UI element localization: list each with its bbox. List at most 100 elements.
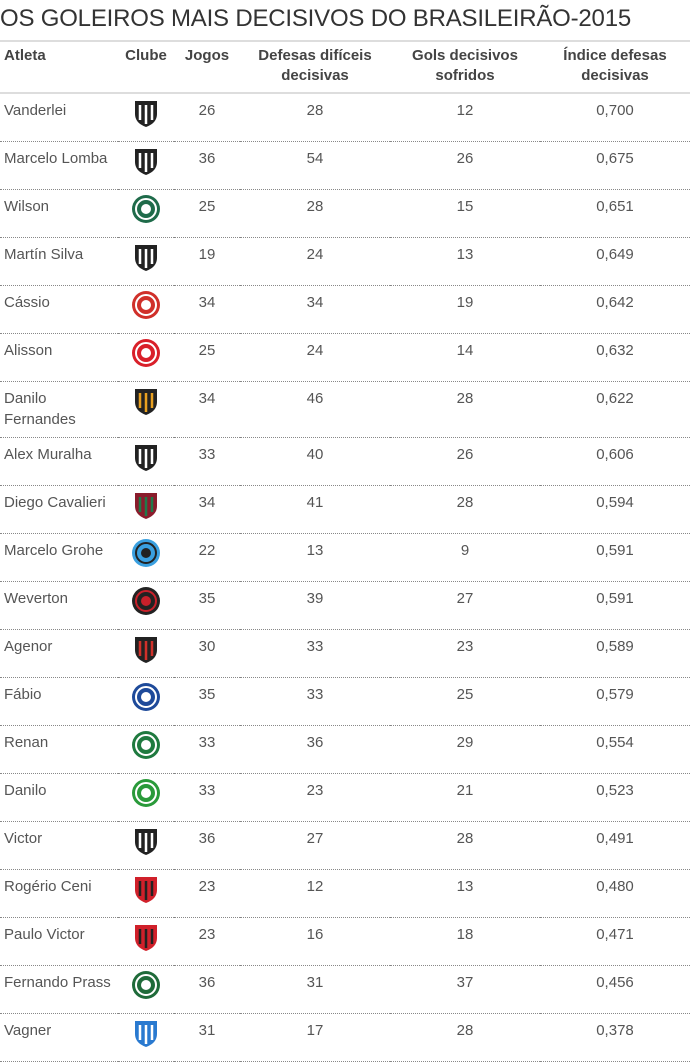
defesas-cell: 40: [240, 437, 390, 486]
table-row: Alisson 25 24 14 0,632: [0, 333, 690, 382]
clube-cell: [118, 533, 174, 582]
defesas-cell: 27: [240, 821, 390, 870]
atleta-cell: Alisson: [0, 333, 118, 382]
table-row: Cássio 34 34 19 0,642: [0, 285, 690, 334]
table-row: Alex Muralha 33 40 26 0,606: [0, 437, 690, 486]
gols-cell: 28: [390, 1013, 540, 1062]
ponte-preta-crest-icon: [131, 146, 161, 176]
table-row: Marcelo Lomba 36 54 26 0,675: [0, 141, 690, 190]
defesas-cell: 34: [240, 285, 390, 334]
gremio-crest-icon: [131, 538, 161, 568]
gols-cell: 21: [390, 773, 540, 822]
defesas-cell: 12: [240, 869, 390, 918]
gols-cell: 28: [390, 381, 540, 438]
clube-cell: [118, 93, 174, 142]
cruzeiro-crest-icon: [131, 682, 161, 712]
clube-cell: [118, 725, 174, 774]
clube-cell: [118, 141, 174, 190]
atleta-cell: Danilo: [0, 773, 118, 822]
table-row: Paulo Victor 23 16 18 0,471: [0, 917, 690, 966]
clube-cell: [118, 437, 174, 486]
figueirense-crest-icon: [131, 442, 161, 472]
page-title: OS GOLEIROS MAIS DECISIVOS DO BRASILEIRÃ…: [0, 5, 631, 32]
table-row: Fernando Prass 36 31 37 0,456: [0, 965, 690, 1014]
atleta-cell: Fábio: [0, 677, 118, 726]
gols-cell: 9: [390, 533, 540, 582]
jogos-cell: 34: [174, 285, 240, 334]
atleta-cell: Vanderlei: [0, 93, 118, 142]
indice-cell: 0,594: [540, 485, 690, 534]
indice-cell: 0,700: [540, 93, 690, 142]
clube-cell: [118, 189, 174, 238]
clube-cell: [118, 485, 174, 534]
table-row: Rogério Ceni 23 12 13 0,480: [0, 869, 690, 918]
atleta-cell: Weverton: [0, 581, 118, 630]
santos-crest-icon: [131, 98, 161, 128]
gols-cell: 13: [390, 237, 540, 286]
indice-cell: 0,491: [540, 821, 690, 870]
defesas-cell: 23: [240, 773, 390, 822]
indice-cell: 0,651: [540, 189, 690, 238]
table-row: Agenor 30 33 23 0,589: [0, 629, 690, 678]
table-row: Danilo 33 23 21 0,523: [0, 773, 690, 822]
table-row: Fábio 35 33 25 0,579: [0, 677, 690, 726]
jogos-cell: 35: [174, 677, 240, 726]
indice-cell: 0,456: [540, 965, 690, 1014]
header-clube: Clube: [118, 40, 174, 94]
atleta-cell: Rogério Ceni: [0, 869, 118, 918]
table-row: Wilson 25 28 15 0,651: [0, 189, 690, 238]
gols-cell: 26: [390, 437, 540, 486]
indice-cell: 0,554: [540, 725, 690, 774]
defesas-cell: 36: [240, 725, 390, 774]
defesas-cell: 24: [240, 237, 390, 286]
jogos-cell: 26: [174, 93, 240, 142]
flamengo-crest-icon: [131, 922, 161, 952]
atleta-cell: Cássio: [0, 285, 118, 334]
table-row: Martín Silva 19 24 13 0,649: [0, 237, 690, 286]
jogos-cell: 23: [174, 917, 240, 966]
jogos-cell: 23: [174, 869, 240, 918]
atleta-cell: Fernando Prass: [0, 965, 118, 1014]
atleta-cell: Alex Muralha: [0, 437, 118, 486]
atleta-cell: Renan: [0, 725, 118, 774]
table-row: Diego Cavalieri 34 41 28 0,594: [0, 485, 690, 534]
table-row: Victor 36 27 28 0,491: [0, 821, 690, 870]
jogos-cell: 22: [174, 533, 240, 582]
defesas-cell: 31: [240, 965, 390, 1014]
gols-cell: 28: [390, 821, 540, 870]
table-row: Weverton 35 39 27 0,591: [0, 581, 690, 630]
jogos-cell: 19: [174, 237, 240, 286]
table-row: Marcelo Grohe 22 13 9 0,591: [0, 533, 690, 582]
indice-cell: 0,480: [540, 869, 690, 918]
clube-cell: [118, 821, 174, 870]
gols-cell: 12: [390, 93, 540, 142]
atleta-cell: Victor: [0, 821, 118, 870]
indice-cell: 0,642: [540, 285, 690, 334]
gols-cell: 29: [390, 725, 540, 774]
jogos-cell: 36: [174, 965, 240, 1014]
sao-paulo-crest-icon: [131, 874, 161, 904]
clube-cell: [118, 381, 174, 438]
indice-cell: 0,523: [540, 773, 690, 822]
header-row: Atleta Clube Jogos Defesas difíceis deci…: [0, 40, 690, 94]
jogos-cell: 33: [174, 773, 240, 822]
vasco-crest-icon: [131, 242, 161, 272]
indice-cell: 0,649: [540, 237, 690, 286]
clube-cell: [118, 677, 174, 726]
gols-cell: 14: [390, 333, 540, 382]
jogos-cell: 25: [174, 333, 240, 382]
goias-crest-icon: [131, 730, 161, 760]
defesas-cell: 33: [240, 629, 390, 678]
header-defesas: Defesas difíceis decisivas: [240, 40, 390, 94]
clube-cell: [118, 629, 174, 678]
indice-cell: 0,589: [540, 629, 690, 678]
defesas-cell: 16: [240, 917, 390, 966]
indice-cell: 0,591: [540, 581, 690, 630]
defesas-cell: 28: [240, 189, 390, 238]
clube-cell: [118, 581, 174, 630]
fluminense-crest-icon: [131, 490, 161, 520]
indice-cell: 0,606: [540, 437, 690, 486]
table-row: Danilo Fernandes 34 46 28 0,622: [0, 381, 690, 438]
clube-cell: [118, 965, 174, 1014]
defesas-cell: 28: [240, 93, 390, 142]
